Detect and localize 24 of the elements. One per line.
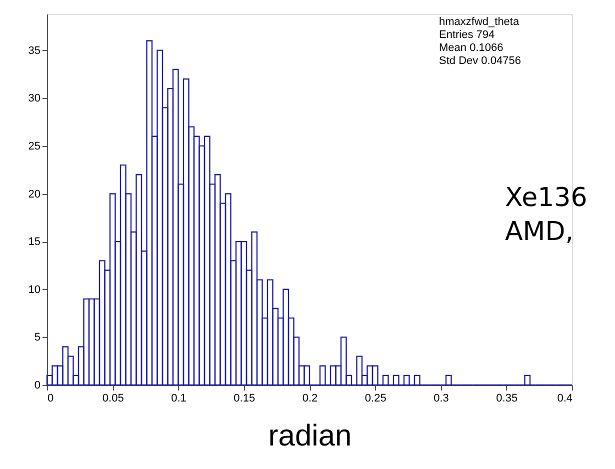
x-tick-label: 0.2 [302, 392, 318, 404]
annotation: Mean 0.1066 [439, 42, 504, 54]
x-tick-label: 0.3 [434, 392, 449, 404]
y-tick-label: 5 [34, 332, 40, 344]
y-tick-label: 20 [28, 188, 40, 200]
x-tick-label: 0.15 [234, 392, 256, 404]
annotation: Xe136 [505, 183, 588, 213]
x-axis-title: radian [268, 420, 352, 452]
annotation: AMD, [505, 217, 574, 247]
y-tick-label: 0 [34, 380, 40, 392]
x-tick-label: 0.1 [171, 392, 186, 404]
annotation: Entries 794 [439, 29, 495, 41]
y-tick-label: 35 [28, 44, 40, 57]
x-tick-label: 0.35 [496, 392, 518, 404]
y-tick-label: 10 [28, 284, 40, 296]
annotation: hmaxzfwd_theta [439, 16, 520, 28]
x-tick-label: 0.25 [364, 392, 386, 404]
x-tick-label: 0.4 [557, 392, 572, 404]
annotation: Std Dev 0.04756 [439, 55, 521, 67]
y-tick-label: 15 [28, 236, 40, 248]
y-tick-label: 30 [28, 92, 40, 105]
x-tick-label: 0.05 [102, 392, 124, 404]
x-tick-label: 0 [48, 392, 54, 404]
y-tick-label: 25 [28, 140, 40, 152]
